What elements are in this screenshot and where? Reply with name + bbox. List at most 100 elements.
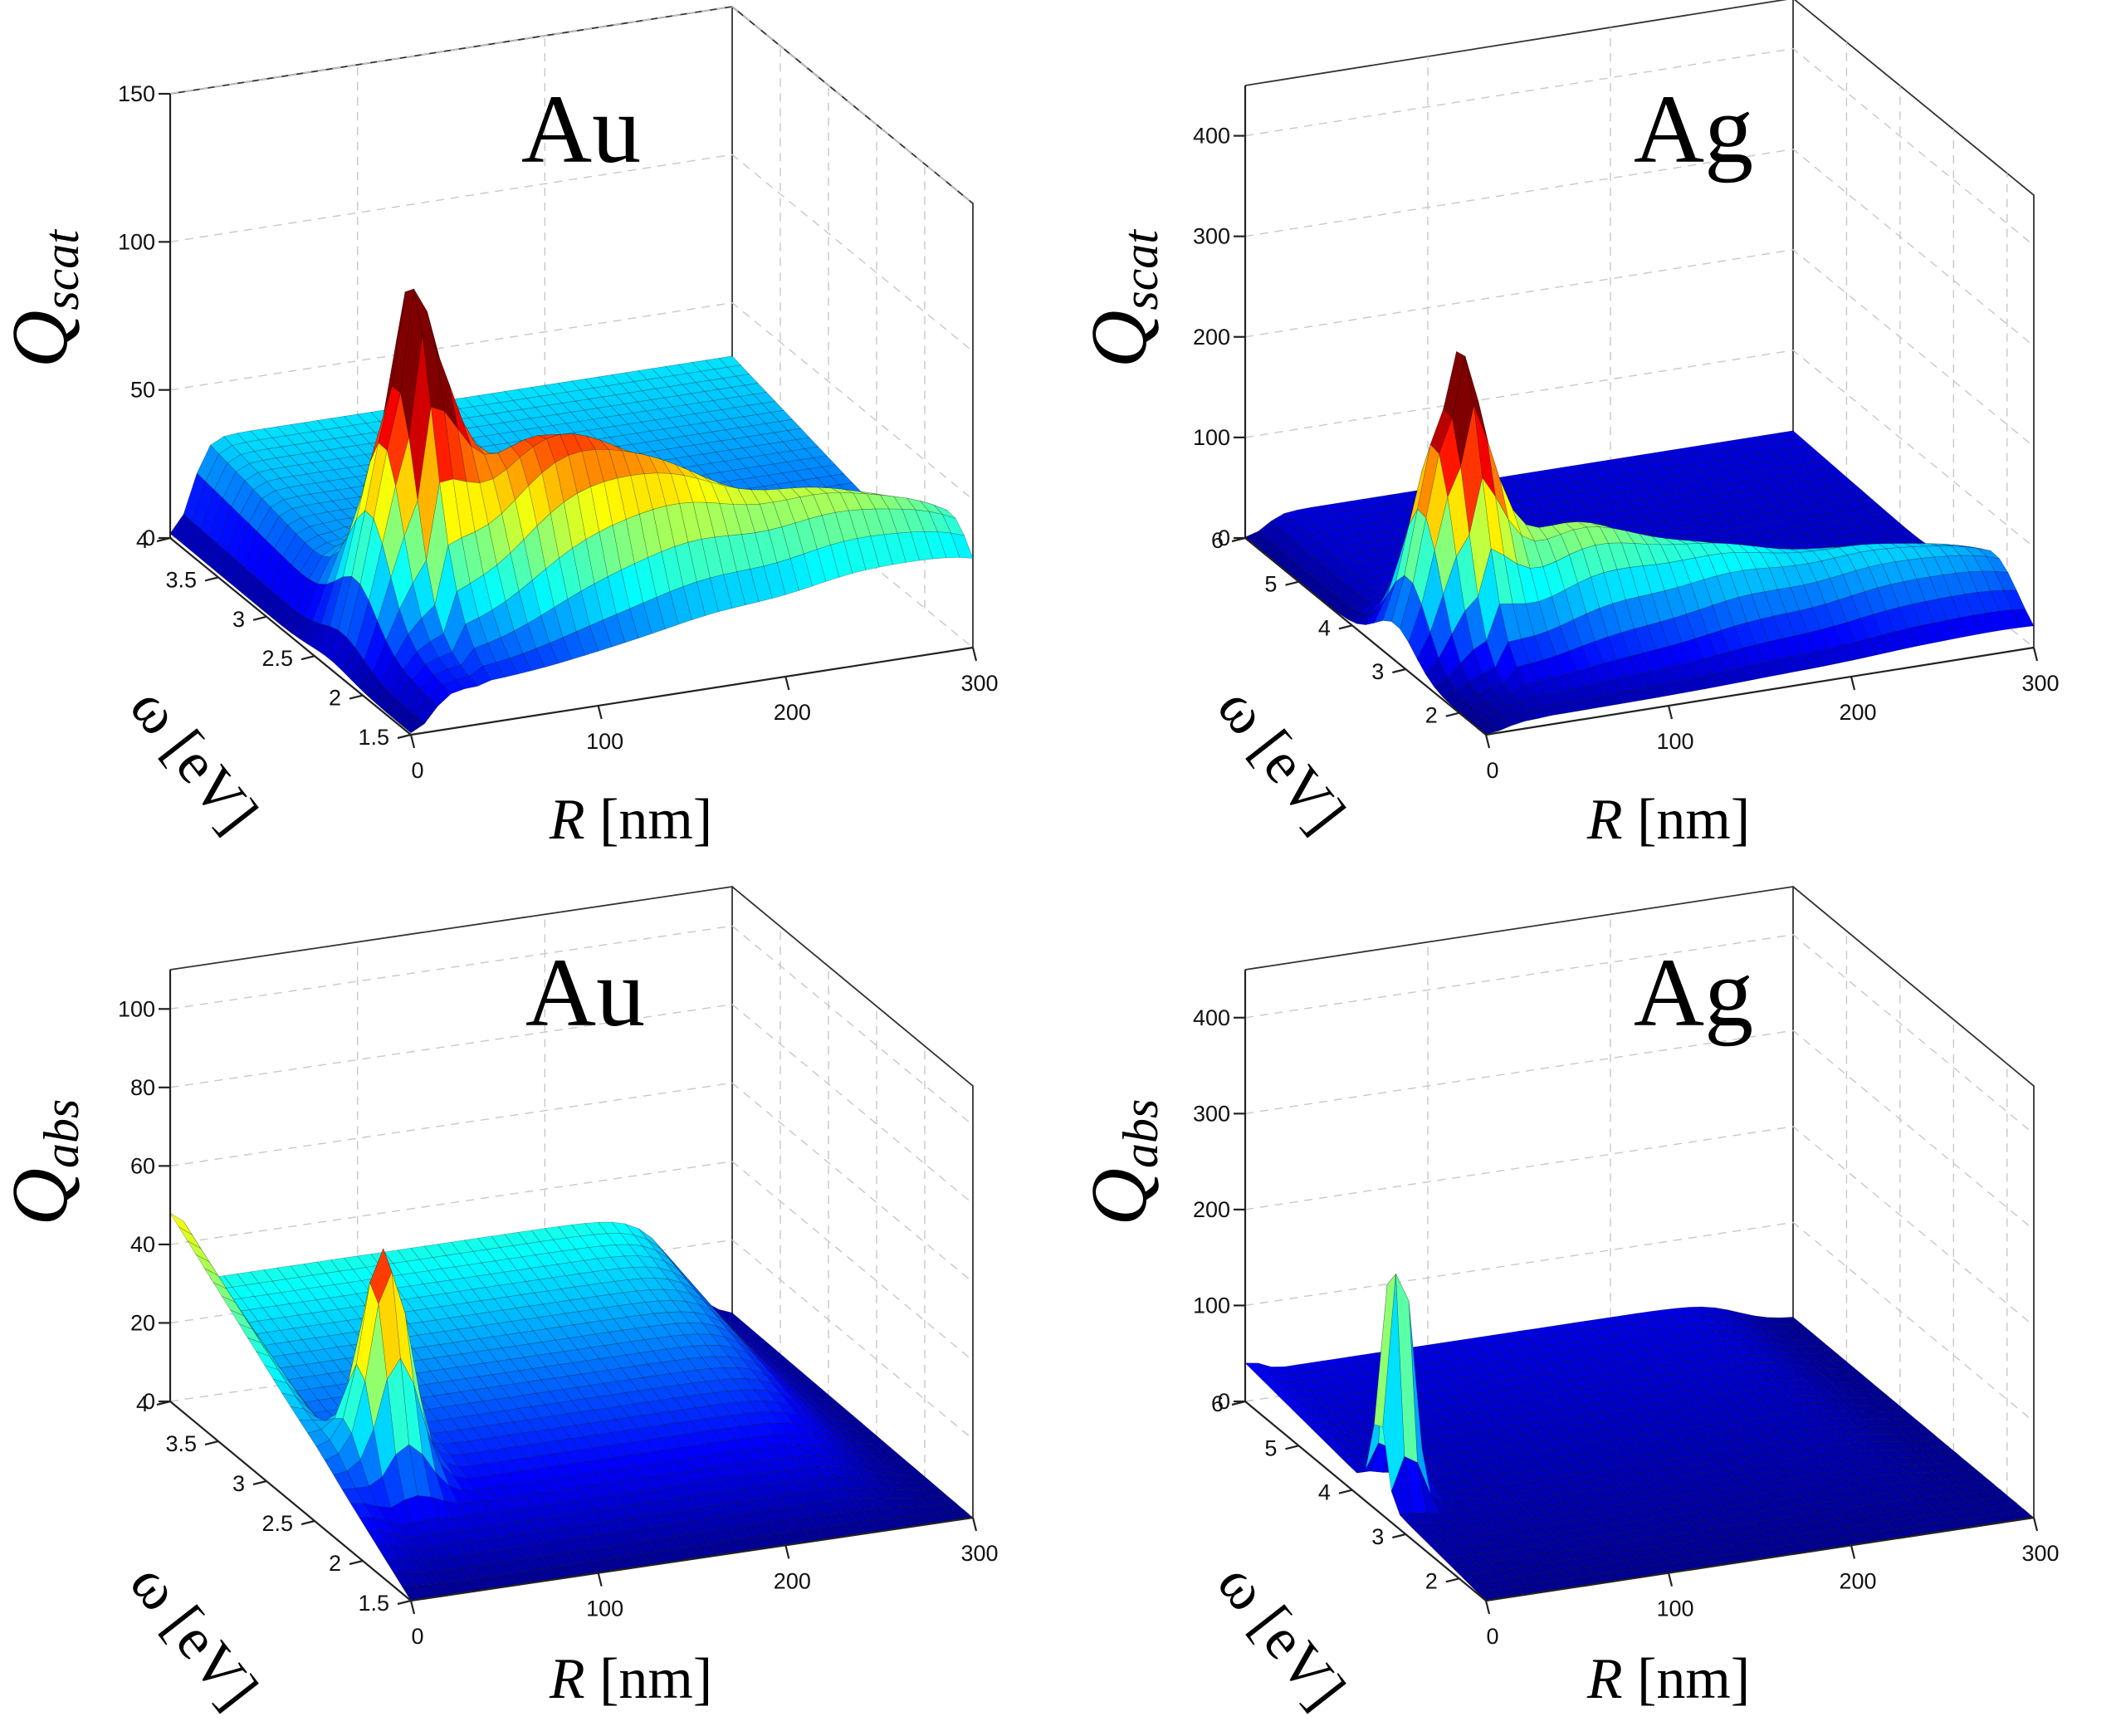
w-tick-mark xyxy=(349,1559,364,1566)
r-tick-label: 200 xyxy=(1839,1568,1876,1593)
r-tick-mark xyxy=(1667,705,1674,720)
w-tick-label: 1.5 xyxy=(358,725,389,750)
r-tick-mark xyxy=(1850,1545,1856,1559)
q-axis-label: Qabs xyxy=(1074,1099,1168,1226)
z-tick-label: 400 xyxy=(1193,124,1230,149)
w-tick-label: 1.5 xyxy=(358,1591,389,1616)
r-tick-mark xyxy=(1484,1600,1491,1615)
w-tick-label: 6 xyxy=(1211,1391,1224,1416)
r-tick-mark xyxy=(2032,1517,2039,1532)
r-tick-label: 200 xyxy=(1839,700,1876,725)
z-tick-label: 100 xyxy=(118,996,155,1021)
z-tick-label: 300 xyxy=(1193,224,1230,249)
w-tick-label: 4 xyxy=(1318,615,1331,640)
r-symbol: R xyxy=(1586,788,1623,852)
r-tick-mark xyxy=(597,1572,603,1587)
z-tick-label: 0 xyxy=(1218,526,1230,550)
z-gridline xyxy=(1244,1029,2035,1230)
w-tick-label: 3 xyxy=(1371,1524,1384,1549)
surface-ag-scat xyxy=(1244,350,2035,735)
z-tick-label: 0 xyxy=(143,526,155,550)
w-tick-label: 3 xyxy=(1371,659,1384,684)
w-tick-mark xyxy=(252,1479,267,1486)
r-unit: [nm] xyxy=(1623,1647,1751,1711)
r-tick-label: 0 xyxy=(411,758,423,783)
z-gridline xyxy=(169,6,974,204)
w-tick-mark xyxy=(1285,580,1299,586)
w-tick-label: 2.5 xyxy=(261,646,293,671)
r-symbol: R xyxy=(549,1647,585,1711)
metal-label: Au xyxy=(525,938,645,1047)
z-gridline xyxy=(1244,1126,2035,1327)
z-tick-label: 80 xyxy=(130,1075,155,1100)
z-tick-label: 50 xyxy=(130,378,155,403)
z-tick-label: 60 xyxy=(130,1153,155,1178)
surface-facet xyxy=(178,1226,202,1249)
q-axis-label: Qscat xyxy=(1074,229,1168,368)
w-tick-label: 6 xyxy=(1211,528,1224,553)
q-symbol: Q xyxy=(1074,311,1163,368)
w-tick-mark xyxy=(397,1599,412,1606)
w-tick-mark xyxy=(156,536,171,543)
r-tick-label: 200 xyxy=(774,700,811,725)
r-tick-mark xyxy=(1484,734,1491,749)
r-tick-label: 200 xyxy=(774,1568,811,1593)
r-tick-mark xyxy=(2032,647,2039,662)
panel-au-scat: 05010015001002003001.522.533.54AuQscatR … xyxy=(0,5,999,852)
w-tick-label: 3 xyxy=(232,1471,245,1496)
r-tick-label: 300 xyxy=(960,671,998,696)
surface-facet xyxy=(535,643,559,668)
w-tick-mark xyxy=(397,733,412,740)
w-tick-mark xyxy=(301,655,315,661)
w-tick-mark xyxy=(1445,712,1460,717)
w-tick-label: 4 xyxy=(136,528,149,553)
z-gridline xyxy=(1244,350,2035,548)
z-gridline xyxy=(169,301,974,501)
r-tick-label: 0 xyxy=(1486,758,1498,783)
w-axis-label: ω [eV] xyxy=(118,675,271,845)
r-tick-mark xyxy=(784,676,790,691)
q-axis-label: Qscat xyxy=(0,229,89,368)
z-tick-label: 100 xyxy=(118,229,155,254)
w-tick-label: 4 xyxy=(1318,1480,1331,1505)
w-tick-label: 3 xyxy=(232,607,245,632)
w-tick-mark xyxy=(301,1519,315,1526)
w-tick-label: 3.5 xyxy=(165,1431,197,1456)
r-tick-mark xyxy=(597,705,603,720)
w-tick-mark xyxy=(1285,1445,1299,1450)
w-tick-mark xyxy=(1338,1489,1353,1494)
surface-facet xyxy=(169,1212,193,1235)
r-tick-label: 300 xyxy=(2021,671,2059,696)
r-tick-label: 0 xyxy=(1486,1624,1498,1649)
r-axis-label: R [nm] xyxy=(549,1647,712,1711)
surface-facet xyxy=(402,716,425,734)
w-tick-label: 3.5 xyxy=(165,567,197,592)
w-tick-mark xyxy=(204,1440,219,1446)
z-tick-label: 200 xyxy=(1193,1197,1230,1222)
r-axis-label: R [nm] xyxy=(1586,1647,1750,1711)
w-axis-line xyxy=(169,537,412,736)
w-tick-label: 4 xyxy=(136,1391,149,1416)
r-symbol: R xyxy=(549,788,585,852)
r-axis-label: R [nm] xyxy=(549,788,712,852)
z-tick-label: 20 xyxy=(130,1310,155,1335)
w-tick-mark xyxy=(1338,624,1353,630)
r-tick-label: 100 xyxy=(1656,729,1693,754)
w-tick-label: 5 xyxy=(1264,572,1277,597)
metal-label: Ag xyxy=(1634,75,1753,183)
w-tick-label: 2 xyxy=(1425,703,1438,728)
surface-ag-abs xyxy=(1244,1273,2035,1602)
q-symbol: Q xyxy=(0,311,84,368)
z-tick-label: 100 xyxy=(1193,425,1230,450)
z-tick-label: 40 xyxy=(130,1232,155,1257)
w-axis-label: ω [eV] xyxy=(1205,675,1359,845)
q-subscript: scat xyxy=(1113,229,1168,311)
z-tick-label: 300 xyxy=(1193,1101,1230,1126)
right-wall-edge xyxy=(1794,0,2035,648)
r-tick-mark xyxy=(1667,1572,1674,1587)
z-gridline xyxy=(1244,47,2035,247)
